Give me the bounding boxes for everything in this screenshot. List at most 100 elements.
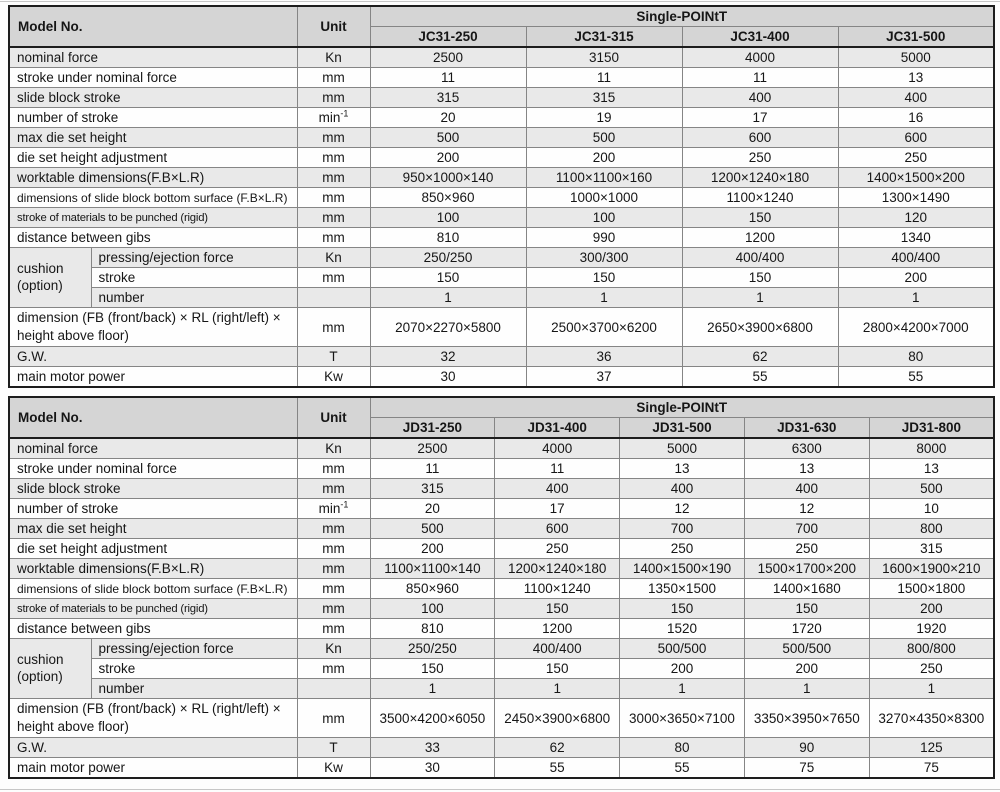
unit-header: Unit [296, 5, 371, 48]
model-header: JD31-800 [868, 417, 995, 439]
value-cell: 315 [369, 478, 496, 499]
table-row: dimension (FB (front/back) × RL (right/l… [8, 307, 995, 347]
row-label: stroke under nominal force [8, 67, 298, 88]
unit-cell: mm [296, 478, 371, 499]
table-row: distance between gibs mm 810 990 1200 1340 [8, 227, 995, 248]
table-row: nominal force Kn 2500 4000 5000 6300 8000 [8, 437, 995, 459]
value-cell: 700 [743, 518, 870, 539]
value-cell: 55 [681, 366, 839, 388]
row-label: stroke [90, 267, 298, 288]
value-cell: 250 [619, 538, 745, 559]
value-cell: 10 [868, 498, 995, 519]
table-row: stroke under nominal force mm 11 11 11 13 [8, 67, 995, 88]
value-cell: 12 [743, 498, 870, 519]
value-cell: 2070×2270×5800 [369, 307, 527, 347]
value-cell: 1 [743, 678, 870, 699]
value-cell: 1720 [743, 618, 870, 639]
row-label: nominal force [8, 437, 298, 459]
value-cell: 5000 [837, 46, 995, 68]
value-cell: 75 [743, 757, 870, 779]
row-label: slide block stroke [8, 478, 298, 499]
unit-cell: mm [296, 227, 371, 248]
value-cell: 1100×1100×140 [369, 558, 496, 579]
value-cell: 150 [494, 598, 621, 619]
cushion-group-label: cushion (option) [8, 638, 92, 699]
value-cell: 250 [868, 658, 995, 679]
value-cell: 3500×4200×6050 [369, 698, 496, 738]
table-row: slide block stroke mm 315 315 400 400 [8, 87, 995, 108]
unit-cell: mm [296, 127, 371, 148]
unit-cell: Kw [296, 757, 371, 779]
value-cell: 3270×4350×8300 [868, 698, 995, 738]
value-cell: 250/250 [369, 247, 527, 268]
value-cell: 13 [743, 458, 870, 479]
jd31-spec-table: Model No. Unit Single-POINtT JD31-250 JD31-4… [8, 396, 995, 779]
value-cell: 500 [369, 518, 496, 539]
value-cell: 2500 [369, 46, 527, 68]
table-row: stroke of materials to be punched (rigid… [8, 207, 995, 228]
value-cell: 80 [837, 346, 995, 367]
value-cell: 1200×1240×180 [494, 558, 621, 579]
value-cell: 125 [868, 737, 995, 758]
table-row: nominal force Kn 2500 3150 4000 5000 [8, 46, 995, 68]
value-cell: 850×960 [369, 187, 527, 208]
value-cell: 400/400 [681, 247, 839, 268]
value-cell: 1200 [681, 227, 839, 248]
unit-cell: min-1 [296, 107, 371, 128]
row-label: stroke under nominal force [8, 458, 298, 479]
table-row: cushion (option) pressing/ejection force K… [8, 638, 995, 699]
row-label: distance between gibs [8, 227, 298, 248]
value-cell: 200 [369, 538, 496, 559]
value-cell: 36 [525, 346, 683, 367]
row-label: number of stroke [8, 498, 298, 519]
row-label: G.W. [8, 737, 298, 758]
row-label: pressing/ejection force [90, 247, 298, 268]
table-row: G.W. T 33 62 80 90 125 [8, 737, 995, 758]
row-label: number [90, 287, 298, 308]
header-row: Model No. Unit Single-POINtT [8, 5, 995, 48]
value-cell: 4000 [494, 437, 621, 459]
value-cell: 250 [837, 147, 995, 168]
value-cell: 5000 [619, 437, 745, 459]
value-cell: 1 [837, 287, 995, 308]
value-cell: 55 [619, 757, 745, 779]
value-cell: 17 [681, 107, 839, 128]
value-cell: 400 [619, 478, 745, 499]
table-row: worktable dimensions(F.B×L.R) mm 1100×1100… [8, 558, 995, 579]
unit-cell: mm [296, 618, 371, 639]
row-label: worktable dimensions(F.B×L.R) [8, 167, 298, 188]
value-cell: 33 [369, 737, 496, 758]
value-cell: 100 [369, 598, 496, 619]
value-cell: 2800×4200×7000 [837, 307, 995, 347]
model-header: JC31-250 [369, 26, 527, 48]
table-row: dimensions of slide block bottom surface… [8, 187, 995, 208]
value-cell: 1 [681, 287, 839, 308]
value-cell: 1 [494, 678, 621, 699]
value-cell: 150 [619, 598, 745, 619]
value-cell: 600 [681, 127, 839, 148]
group-header: Single-POINtT [369, 396, 995, 418]
model-header: JD31-250 [369, 417, 496, 439]
unit-cell: mm [296, 538, 371, 559]
value-cell: 1500×1800 [868, 578, 995, 599]
value-cell: 1500×1700×200 [743, 558, 870, 579]
value-cell: 100 [369, 207, 527, 228]
unit-cell: mm [296, 67, 371, 88]
value-cell: 16 [837, 107, 995, 128]
row-label: main motor power [8, 366, 298, 388]
cushion-group-label: cushion (option) [8, 247, 92, 308]
unit-cell: mm [296, 518, 371, 539]
value-cell: 250/250 [369, 638, 496, 659]
value-cell: 32 [369, 346, 527, 367]
value-cell: 600 [837, 127, 995, 148]
value-cell: 400 [837, 87, 995, 108]
value-cell: 400 [743, 478, 870, 499]
model-header: JC31-500 [837, 26, 995, 48]
unit-cell [296, 678, 371, 699]
value-cell: 120 [837, 207, 995, 228]
value-cell: 12 [619, 498, 745, 519]
value-cell: 500/500 [619, 638, 745, 659]
table-row: worktable dimensions(F.B×L.R) mm 950×1000×… [8, 167, 995, 188]
unit-cell: mm [296, 658, 371, 679]
row-label: distance between gibs [8, 618, 298, 639]
